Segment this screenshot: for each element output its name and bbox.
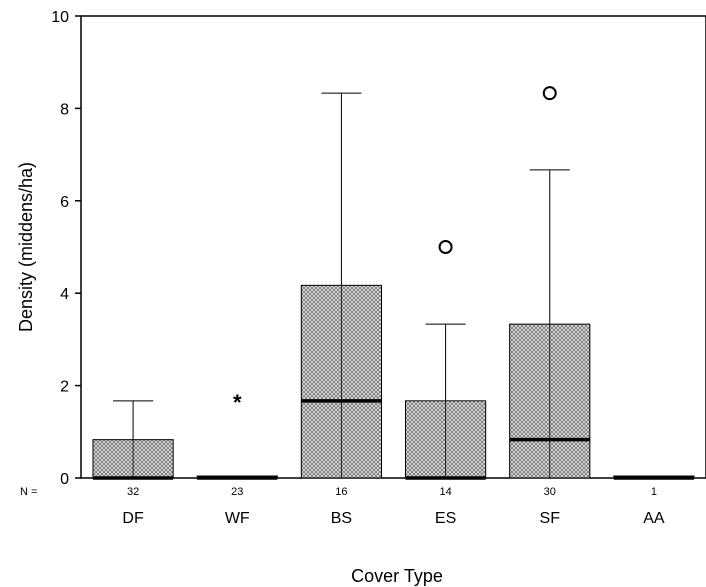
x-tick-label: DF — [122, 510, 144, 527]
outlier-point — [438, 240, 453, 254]
extreme-point: * — [233, 390, 242, 415]
box-bs — [300, 92, 383, 479]
x-tick-label: BS — [331, 510, 352, 527]
y-tick-label: 6 — [60, 194, 69, 211]
n-count-label: 30 — [544, 486, 556, 498]
box-es — [404, 240, 487, 480]
n-count-label: 23 — [231, 486, 243, 498]
y-axis-title: Density (middens/ha) — [16, 162, 36, 332]
x-axis-title: Cover Type — [351, 566, 443, 586]
y-tick-label: 2 — [60, 379, 69, 396]
box-aa — [613, 475, 695, 480]
y-tick-label: 10 — [51, 9, 69, 26]
n-count-label: 1 — [651, 486, 657, 498]
boxes: * — [92, 86, 695, 480]
y-axis: 0 2 4 6 8 10 — [51, 9, 81, 488]
outlier-point — [542, 86, 557, 101]
y-tick-label: 4 — [60, 286, 69, 303]
y-tick-label: 8 — [60, 101, 69, 118]
x-tick-label: SF — [540, 510, 561, 527]
n-count-label: 14 — [439, 486, 451, 498]
n-count-label: 32 — [127, 486, 139, 498]
box-wf: * — [196, 390, 278, 480]
x-tick-label: WF — [225, 510, 250, 527]
n-prefix-label: N = — [20, 486, 37, 498]
box-sf — [509, 86, 591, 479]
x-tick-label: ES — [435, 510, 456, 527]
x-tick-label: AA — [643, 510, 665, 527]
plot-area — [80, 15, 706, 479]
y-tick-label: 0 — [60, 471, 69, 488]
box-df — [92, 400, 174, 480]
plot-frame — [80, 15, 706, 479]
n-count-label: 16 — [335, 486, 347, 498]
x-axis-labels: 32 DF 23 WF 16 BS 14 ES 30 SF 1 AA — [122, 486, 664, 527]
